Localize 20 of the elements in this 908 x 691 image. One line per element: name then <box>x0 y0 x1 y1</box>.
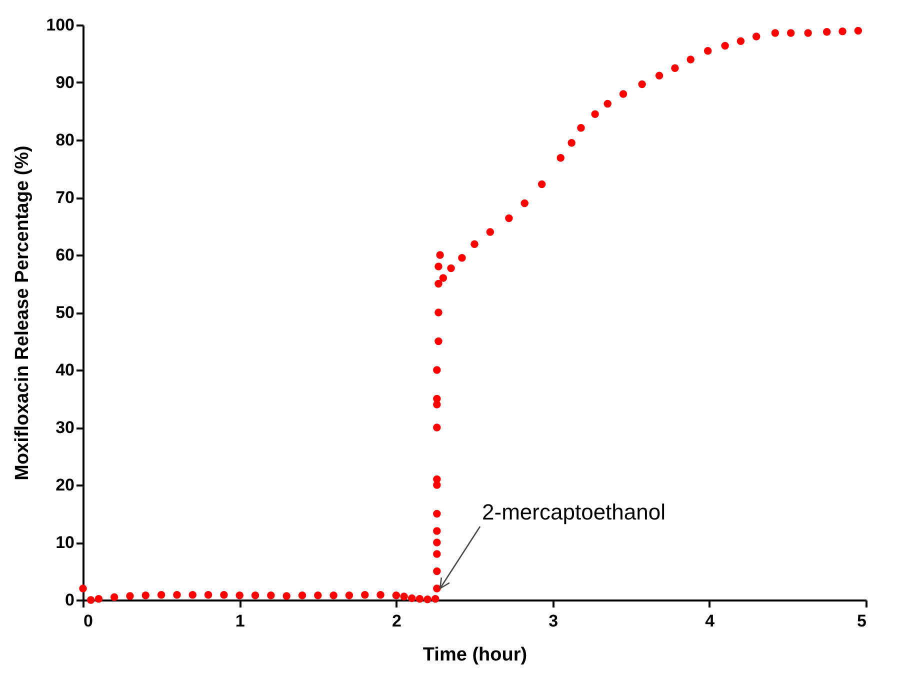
y-tick-label: 70 <box>56 188 74 207</box>
x-tick-label: 5 <box>857 612 866 630</box>
y-axis-title: Moxifloxacin Release Percentage (%) <box>12 146 34 480</box>
y-tick-label: 10 <box>56 533 74 552</box>
y-tick-label: 100 <box>46 16 74 34</box>
y-tick-label: 80 <box>56 130 74 150</box>
y-tick-label: 90 <box>56 73 74 92</box>
x-tick-label: 0 <box>84 612 93 630</box>
x-tick-label: 2 <box>392 612 402 630</box>
annotation: 2-mercaptoethanol <box>482 500 666 524</box>
y-tick-label: 30 <box>56 418 74 437</box>
y-tick-label: 40 <box>56 360 74 380</box>
x-tick-label: 4 <box>705 612 716 630</box>
x-tick-label: 1 <box>235 612 245 630</box>
x-tick-label: 3 <box>548 612 558 630</box>
y-tick-label: 60 <box>56 246 74 264</box>
x-axis-title: Time (hour) <box>422 644 528 666</box>
y-tick-label: 50 <box>56 303 74 322</box>
y-tick-label: 0 <box>65 590 74 610</box>
y-tick-label: 20 <box>56 476 74 494</box>
